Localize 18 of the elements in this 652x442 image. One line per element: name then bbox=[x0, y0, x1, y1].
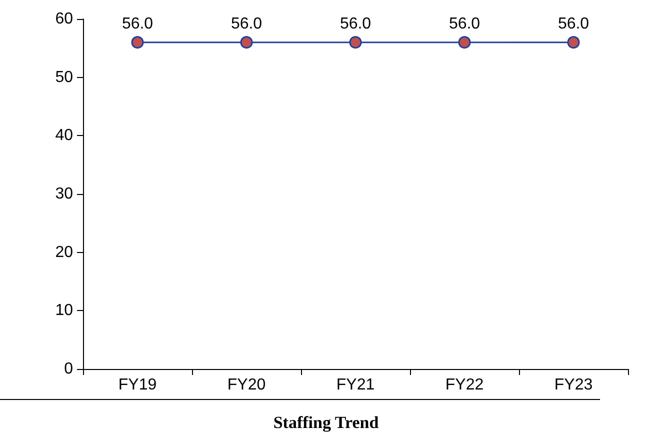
data-label: 56.0 bbox=[448, 16, 480, 33]
text: Staffing Trend bbox=[273, 413, 380, 432]
y-tick-label: 20 bbox=[55, 244, 74, 261]
data-label: 56.0 bbox=[340, 16, 372, 33]
y-tick-label: 60 bbox=[55, 10, 74, 28]
data-label: 56.0 bbox=[230, 16, 262, 33]
y-tick-label: 10 bbox=[55, 302, 74, 320]
y-tick-label: 50 bbox=[55, 68, 74, 86]
data-label: 56.0 bbox=[558, 16, 590, 33]
data-label: 56.0 bbox=[122, 16, 154, 33]
x-tick-label: FY21 bbox=[336, 376, 375, 394]
x-tick-label: FY20 bbox=[227, 376, 266, 394]
x-tick-label: FY22 bbox=[445, 376, 484, 394]
x-tick-label: FY19 bbox=[118, 376, 157, 394]
y-tick-label: 40 bbox=[55, 127, 74, 144]
y-tick-label: 30 bbox=[55, 186, 74, 202]
y-tick-label: 0 bbox=[64, 360, 74, 378]
x-tick-label: FY23 bbox=[554, 376, 593, 394]
